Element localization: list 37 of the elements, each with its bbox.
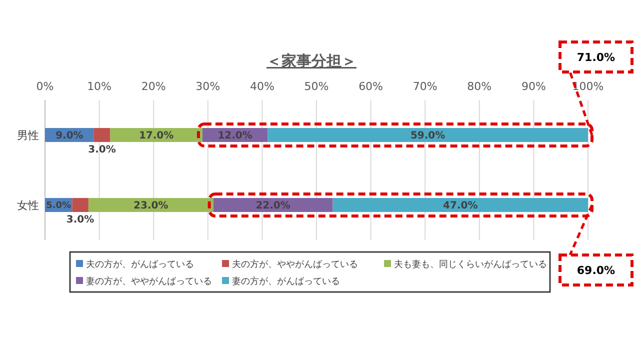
- x-tick-label: 70%: [412, 80, 438, 93]
- legend-label: 夫の方が、がんばっている: [86, 259, 194, 270]
- data-label: 22.0%: [256, 200, 290, 212]
- annotation: 69.0%: [576, 264, 616, 277]
- data-label: 47.0%: [443, 200, 478, 212]
- data-label: 23.0%: [134, 200, 168, 212]
- bar: [72, 198, 88, 212]
- x-tick-label: 0%: [36, 80, 54, 93]
- x-tick-label: 10%: [87, 80, 112, 93]
- x-tick-label: 20%: [141, 80, 166, 93]
- y-tick-label: 女性: [17, 198, 39, 212]
- legend-label: 妻の方が、ややがんばっている: [86, 276, 212, 288]
- data-label: 9.0%: [56, 130, 84, 142]
- bar: [94, 128, 110, 142]
- x-tick-label: 50%: [304, 80, 329, 93]
- legend-label: 夫も妻も、同じくらいがんばっている: [394, 259, 547, 270]
- x-tick-label: 60%: [358, 80, 384, 93]
- x-tick-label: 80%: [467, 80, 492, 93]
- data-label: 17.0%: [138, 130, 174, 142]
- data-label: 3.0%: [88, 144, 116, 156]
- data-label: 59.0%: [410, 130, 446, 142]
- data-label: 5.0%: [46, 201, 72, 212]
- chart-title: ＜家事分担＞: [266, 52, 356, 70]
- y-tick-label: 男性: [17, 128, 39, 142]
- data-label: 3.0%: [66, 214, 94, 226]
- annotation: 71.0%: [576, 50, 616, 64]
- legend-label: 妻の方が、がんばっている: [232, 276, 340, 288]
- bar: [332, 198, 588, 212]
- x-tick-label: 100%: [572, 80, 604, 93]
- bar: [213, 198, 333, 212]
- x-tick-label: 30%: [196, 80, 220, 93]
- bar: [88, 198, 214, 212]
- x-tick-label: 90%: [521, 80, 546, 93]
- legend-label: 夫の方が、ややがんばっている: [232, 259, 358, 270]
- bar: [268, 128, 588, 142]
- x-tick-label: 40%: [250, 80, 274, 93]
- data-label: 12.0%: [218, 130, 252, 142]
